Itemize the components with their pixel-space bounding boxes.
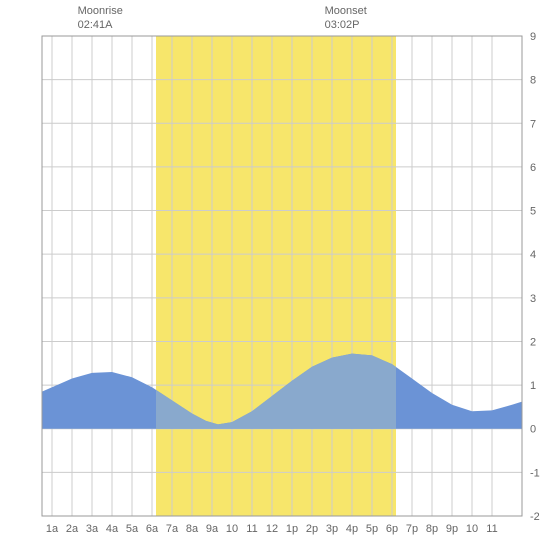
svg-text:9a: 9a	[206, 523, 219, 535]
svg-text:5a: 5a	[126, 523, 139, 535]
svg-text:3: 3	[530, 293, 536, 305]
svg-text:3a: 3a	[86, 523, 99, 535]
moonrise-label: Moonrise 02:41A	[78, 4, 123, 33]
svg-text:4: 4	[530, 249, 536, 261]
svg-text:6: 6	[530, 162, 536, 174]
moonset-title: Moonset	[325, 5, 367, 17]
svg-text:5p: 5p	[366, 523, 378, 535]
svg-text:11: 11	[246, 523, 257, 535]
svg-text:7a: 7a	[166, 523, 179, 535]
svg-text:2p: 2p	[306, 523, 318, 535]
svg-text:0: 0	[530, 424, 536, 436]
svg-text:6p: 6p	[386, 523, 398, 535]
svg-text:10: 10	[466, 523, 478, 535]
svg-text:1a: 1a	[46, 523, 59, 535]
svg-text:2a: 2a	[66, 523, 79, 535]
moonset-label: Moonset 03:02P	[325, 4, 367, 33]
svg-text:5: 5	[530, 206, 536, 218]
svg-text:1p: 1p	[286, 523, 298, 535]
tide-chart: Moonrise 02:41A Moonset 03:02P -2-101234…	[0, 0, 550, 550]
svg-text:8: 8	[530, 75, 536, 87]
svg-text:4a: 4a	[106, 523, 119, 535]
svg-text:9p: 9p	[446, 523, 458, 535]
svg-text:6a: 6a	[146, 523, 159, 535]
moonrise-time: 02:41A	[78, 19, 113, 31]
svg-text:11: 11	[486, 523, 497, 535]
svg-text:4p: 4p	[346, 523, 358, 535]
svg-text:-2: -2	[530, 511, 540, 523]
svg-text:10: 10	[226, 523, 238, 535]
svg-text:3p: 3p	[326, 523, 338, 535]
svg-text:7p: 7p	[406, 523, 418, 535]
svg-text:2: 2	[530, 336, 536, 348]
svg-text:1: 1	[530, 380, 536, 392]
svg-text:8a: 8a	[186, 523, 199, 535]
svg-text:12: 12	[266, 523, 278, 535]
svg-text:9: 9	[530, 31, 536, 43]
moonset-time: 03:02P	[325, 19, 360, 31]
svg-text:-1: -1	[530, 467, 540, 479]
svg-text:8p: 8p	[426, 523, 438, 535]
chart-svg: -2-101234567891a2a3a4a5a6a7a8a9a1011121p…	[0, 0, 550, 550]
svg-text:7: 7	[530, 118, 536, 130]
moonrise-title: Moonrise	[78, 5, 123, 17]
